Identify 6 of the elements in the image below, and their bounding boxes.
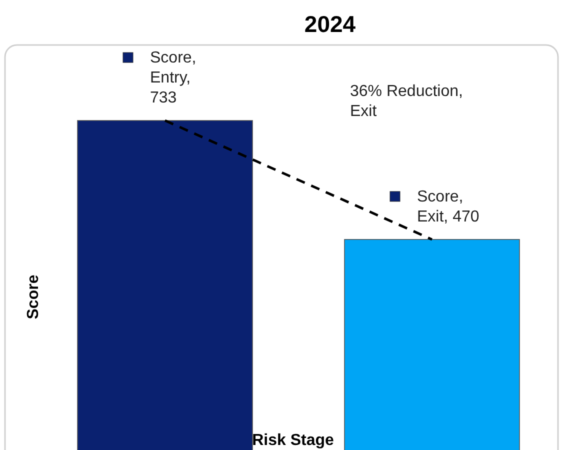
chart-title: 2024 bbox=[304, 11, 356, 37]
x-axis-title: Risk Stage bbox=[252, 432, 334, 449]
data-label: Score, Exit, 470 bbox=[417, 188, 480, 226]
y-axis-title: Score bbox=[25, 274, 42, 320]
annotation: 36% Reduction, Exit bbox=[350, 83, 463, 120]
data-label: Score, Entry, 733 bbox=[150, 50, 196, 107]
